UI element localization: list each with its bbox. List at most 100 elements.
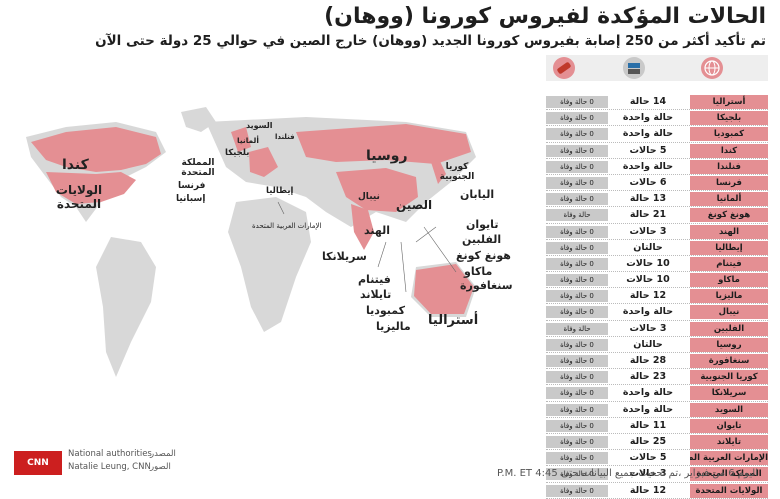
cases-cell: 10 حالات	[626, 257, 670, 269]
leader-line	[400, 241, 407, 293]
table-row: حالة وفاة 3 حالات الفلبين	[546, 321, 768, 337]
deaths-cell: 0 حالة وفاة	[546, 371, 608, 384]
row-divider	[546, 303, 768, 305]
label-finland: فنلندا	[275, 133, 295, 141]
cases-cell: حالة واحدة	[622, 128, 674, 140]
cases-cell: 14 حالة	[629, 96, 667, 107]
country-cell: ألمانيا	[690, 192, 768, 207]
label-france: فرنسا	[178, 181, 206, 191]
label-germany: ألمانيا	[237, 136, 259, 145]
cases-cell: 6 حالات	[629, 176, 667, 188]
deaths-cell: 0 حالة وفاة	[546, 435, 608, 448]
table-row: 0 حالة وفاة 5 حالات كندا	[546, 143, 768, 159]
cases-cell: 25 حالة	[629, 435, 667, 447]
label-japan: اليابان	[460, 188, 495, 201]
cases-cell: 5 حالات	[629, 144, 667, 156]
country-cell: فنلندا	[690, 159, 768, 174]
south-america-land	[96, 237, 156, 377]
russia-shape	[296, 124, 471, 164]
label-taiwan: تايوان	[466, 218, 499, 231]
usa-shape	[46, 172, 136, 204]
table-row: 0 حالة وفاة 23 حالة كوريا الجنوبية	[546, 369, 768, 386]
table-row: 0 حالة وفاة 25 حالة تايلاند	[546, 434, 768, 451]
label-skorea: كوريا الجنوبية	[439, 162, 475, 182]
table-row: 0 حالة وفاة حالة واحدة بلجيكا	[546, 110, 768, 127]
deaths-cell: 0 حالة وفاة	[546, 128, 608, 141]
greenland-land	[181, 107, 216, 132]
country-cell: فيتنام	[690, 256, 768, 271]
row-divider	[546, 125, 768, 127]
label-uae: الإمارات العربية المتحدة	[252, 222, 322, 230]
country-cell: إيطاليا	[690, 240, 768, 255]
cnn-logo: CNN بالعربية	[14, 451, 62, 492]
deaths-cell: 0 حالة وفاة	[546, 144, 608, 157]
cases-cell: حالتان	[633, 338, 663, 350]
row-divider	[546, 287, 768, 289]
label-hongkong: هونغ كونغ	[456, 249, 511, 262]
leader-line	[415, 226, 437, 243]
cases-cell: حالة واحدة	[622, 160, 674, 172]
africa-land	[228, 197, 311, 332]
row-divider	[546, 400, 768, 402]
label-srilanka: سريلانكا	[322, 250, 367, 263]
table-row: 0 حالة وفاة 10 حالات فيتنام	[546, 256, 768, 273]
row-divider	[546, 384, 768, 386]
table-row: 0 حالة وفاة حالتان إيطاليا	[546, 240, 768, 256]
row-divider	[546, 238, 768, 240]
label-malaysia: ماليزيا	[376, 320, 411, 333]
table-row: 0 حالة وفاة حالة واحدة كمبوديا	[546, 126, 768, 143]
row-divider	[546, 109, 768, 111]
table-row: 0 حالة وفاة 12 حالة ماليزيا	[546, 288, 768, 305]
deaths-cell: 0 حالة وفاة	[546, 96, 608, 108]
country-cell: تايوان	[690, 418, 768, 433]
australia-shape	[414, 264, 474, 314]
cases-cell: 11 حالة	[629, 419, 667, 431]
row-divider	[546, 352, 768, 353]
row-divider	[546, 141, 768, 143]
row-divider	[546, 368, 768, 370]
table-row: 0 حالة وفاة حالة واحدة السويد	[546, 402, 768, 418]
country-cell: روسيا	[690, 337, 768, 352]
india-shape	[351, 204, 374, 250]
cases-cell: 3 حالات	[629, 225, 667, 237]
row-divider	[546, 481, 768, 483]
page-subtitle: تم تأكيد أكثر من 250 إصابة بفيروس كورونا…	[95, 33, 766, 49]
country-cell: ماليزيا	[690, 289, 768, 304]
source-en: National authorities	[68, 449, 152, 459]
label-sweden: السويد	[246, 121, 273, 130]
label-usa: الولايات المتحدة	[55, 183, 103, 211]
country-cell: كوريا الجنوبية	[690, 370, 768, 385]
country-cell: المملكة المتحدة	[690, 467, 768, 482]
cases-cell: حالة واحدة	[622, 387, 674, 399]
country-cell: كمبوديا	[690, 127, 768, 142]
graphic-ar: الصور	[150, 462, 171, 472]
row-divider	[546, 222, 768, 224]
label-india: الهند	[364, 224, 391, 237]
table-row: 0 حالة وفاة 6 حالات فرنسا	[546, 175, 768, 192]
deaths-cell: 0 حالة وفاة	[546, 403, 608, 416]
graphic-en: Natalie Leung, CNN	[68, 462, 151, 472]
table-row: 0 حالة وفاة 5 حالات الإمارات العربية المتح…	[546, 450, 768, 467]
scandinavia-shape	[231, 127, 251, 152]
patient-icon	[623, 57, 645, 79]
country-cell: السويد	[690, 402, 768, 417]
table-row: 0 حالة وفاة 3 حالات المملكة المتحدة	[546, 466, 768, 483]
canada-shape	[31, 127, 161, 172]
label-macau: ماكاو	[464, 265, 493, 278]
table-row: 0 حالة وفاة حالة واحدة نيبال	[546, 304, 768, 321]
death-icon	[553, 57, 575, 79]
deaths-cell: 0 حالة وفاة	[546, 241, 608, 254]
country-cell: كندا	[690, 143, 768, 158]
country-cell: ماكاو	[690, 273, 768, 288]
label-canada: كندا	[62, 157, 89, 173]
row-divider	[546, 335, 768, 337]
row-divider	[546, 173, 768, 175]
cases-cell: 28 حالة	[629, 355, 667, 366]
country-cell: تايلاند	[690, 434, 768, 449]
country-cell: بلجيكا	[690, 111, 768, 126]
row-divider	[546, 271, 768, 273]
deaths-cell: 0 حالة وفاة	[546, 290, 608, 303]
table-row: 0 حالة وفاة حالتان روسيا	[546, 337, 768, 353]
cases-cell: حالة واحدة	[622, 403, 674, 415]
cases-cell: 5 حالات	[629, 452, 667, 464]
